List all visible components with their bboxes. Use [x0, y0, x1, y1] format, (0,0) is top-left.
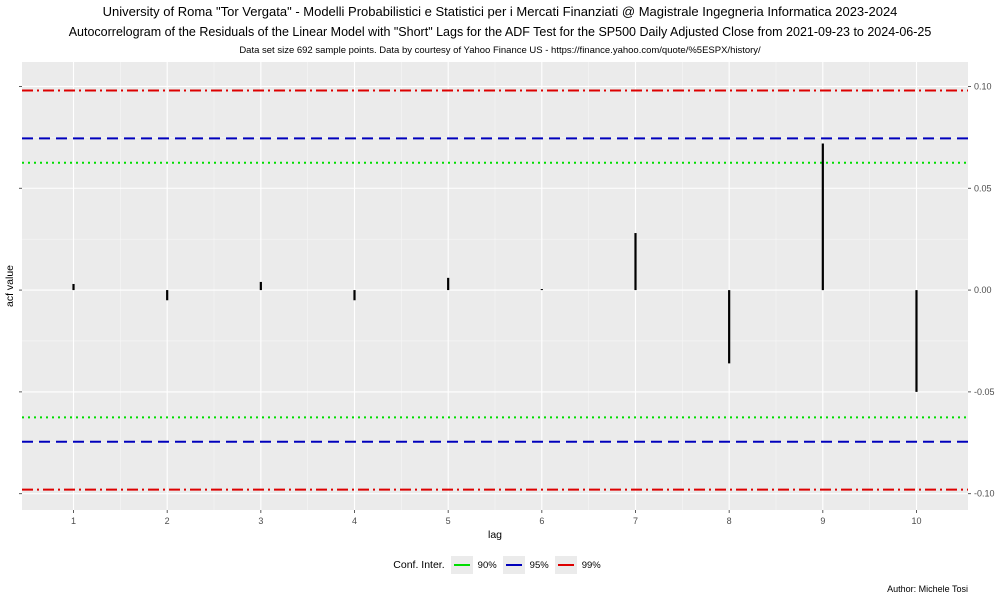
chart-caption: Data set size 692 sample points. Data by… [239, 45, 761, 56]
acf-bars [72, 143, 918, 392]
x-tick-label: 2 [165, 516, 170, 526]
y-tick-label: 0.10 [974, 81, 992, 91]
x-tick-label: 6 [539, 516, 544, 526]
legend-item-95: 95% [502, 556, 549, 574]
y-axis-title: acf value [4, 265, 16, 307]
legend-label-90: 90% [477, 559, 497, 571]
confidence-bands [22, 89, 968, 491]
legend-label-95: 95% [529, 559, 549, 571]
x-tick-label: 3 [258, 516, 263, 526]
x-axis-title: lag [488, 529, 502, 541]
chart-subtitle: Autocorrelogram of the Residuals of the … [68, 25, 932, 39]
x-tick-label: 9 [820, 516, 825, 526]
x-tick-label: 7 [633, 516, 638, 526]
legend-title: Conf. Inter. [393, 559, 445, 571]
legend-label-99: 99% [581, 559, 601, 571]
legend-key-90 [450, 556, 473, 574]
x-tick-label: 8 [727, 516, 732, 526]
legend-key-95 [502, 556, 525, 574]
y-tick-label: -0.10 [974, 489, 995, 499]
y-tick-label: 0.05 [974, 183, 992, 193]
legend-key-99 [554, 556, 577, 574]
legend: Conf. Inter. 90% 95% 99% [0, 556, 1000, 574]
x-tick-label: 4 [352, 516, 357, 526]
x-tick-label: 1 [71, 516, 76, 526]
x-tick-label: 5 [446, 516, 451, 526]
plot-panel [22, 62, 968, 510]
chart-title: University of Roma "Tor Vergata" - Model… [102, 4, 898, 19]
axes: 1 2 3 4 5 6 7 8 9 10 -0.10 -0.05 0.00 0.05 0.10 [19, 81, 995, 526]
legend-item-99: 99% [554, 556, 601, 574]
y-tick-label: -0.05 [974, 387, 995, 397]
y-tick-label: 0.00 [974, 285, 992, 295]
x-tick-label: 10 [911, 516, 921, 526]
legend-item-90: 90% [450, 556, 497, 574]
author-credit: Author: Michele Tosi [887, 584, 968, 594]
